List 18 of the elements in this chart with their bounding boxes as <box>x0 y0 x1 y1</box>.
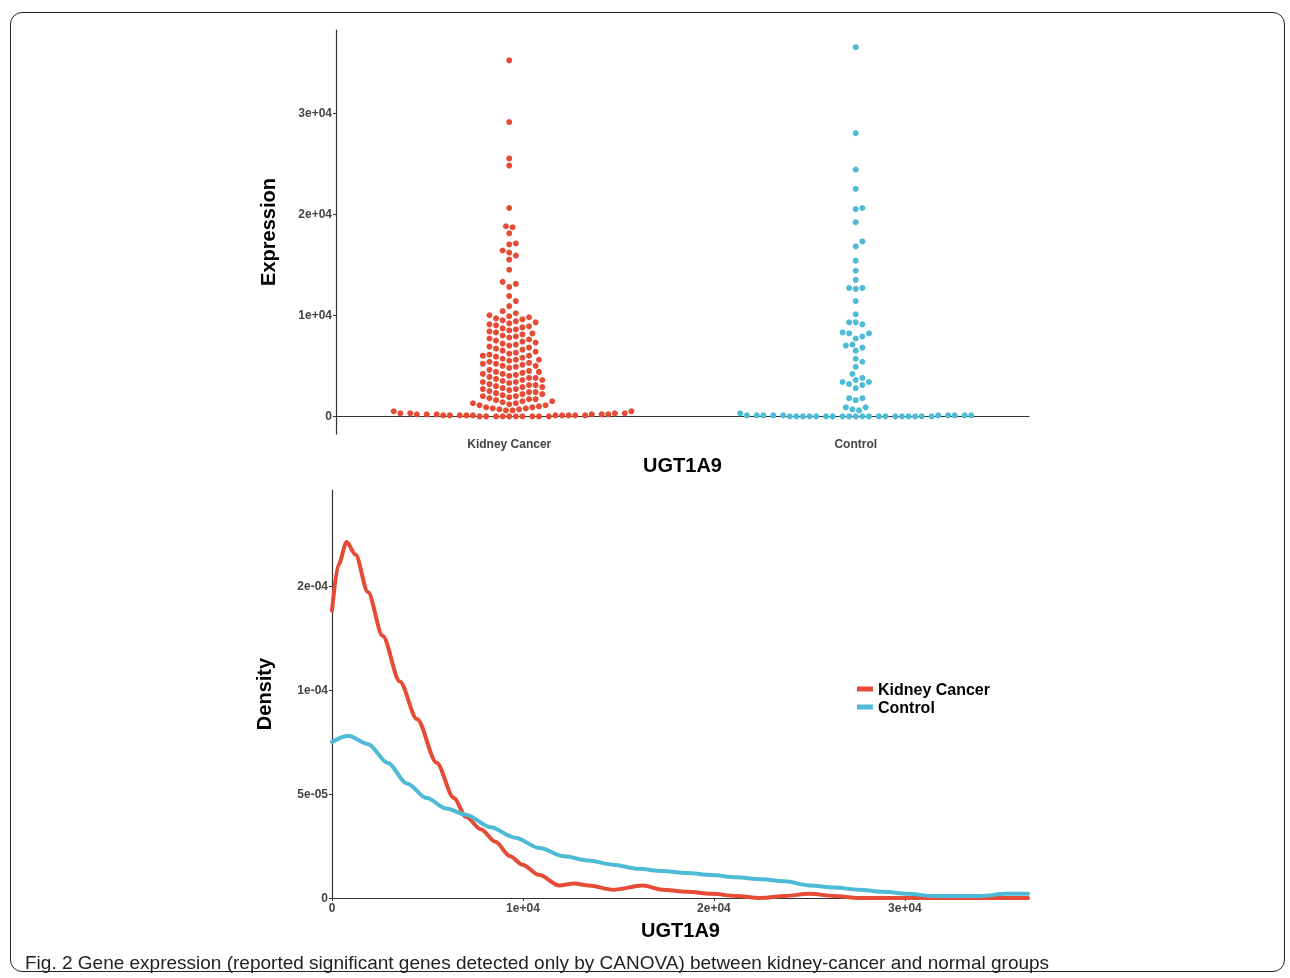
caption: Fig. 2 Gene expression (reported significant genes detected only by CANOVA) between kidney-cancer and normal groups <box>25 952 1050 973</box>
legend-label: Control <box>877 698 935 716</box>
x-axis-title: UGT1A9 <box>643 454 722 476</box>
y-tick-label: 5e-05 <box>297 786 329 801</box>
x-tick-label: 3e+04 <box>888 901 923 915</box>
y-tick-label: 1e+04 <box>298 308 333 323</box>
x-tick-label: 1e+04 <box>506 901 541 915</box>
legend-label: Kidney Cancer <box>877 680 991 698</box>
y-tick-label: 2e+04 <box>298 207 333 222</box>
y-axis-title: Expression <box>257 178 279 286</box>
y-tick-label: 0 <box>321 891 329 905</box>
y-axis-title: Density <box>253 657 275 731</box>
x-axis-title: UGT1A9 <box>641 919 720 941</box>
y-tick-label: 2e-04 <box>297 578 329 593</box>
y-tick-label: 1e-04 <box>297 682 329 697</box>
x-tick-label: 2e+04 <box>697 901 732 915</box>
y-tick-label: 3e+04 <box>298 105 333 120</box>
y-tick-label: 0 <box>325 409 333 424</box>
